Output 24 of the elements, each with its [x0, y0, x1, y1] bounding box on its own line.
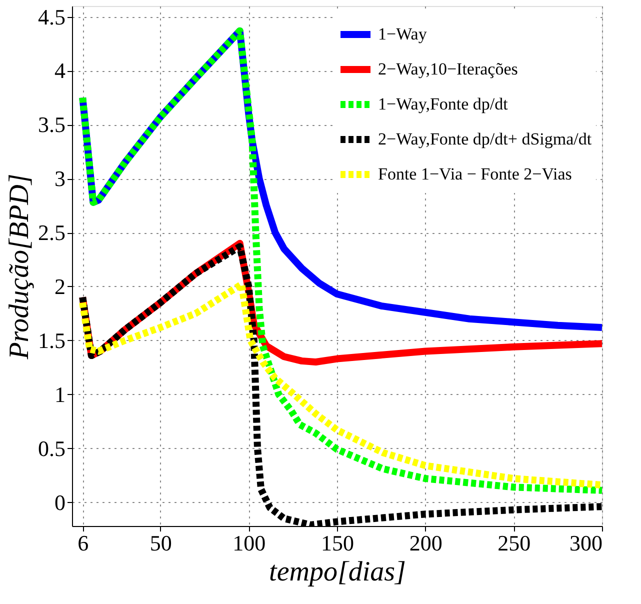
legend-label: 1−Way,Fonte dp/dt [378, 94, 508, 114]
x-tick-label: 200 [409, 530, 442, 556]
y-tick-label: 0 [54, 490, 66, 515]
x-tick-label: 300 [570, 530, 602, 556]
legend-label: Fonte 1−Via − Fonte 2−Vias [378, 164, 572, 184]
x-tick-label: 50 [150, 530, 172, 556]
y-tick-label: 4 [54, 58, 66, 84]
y-tick-label: 3.5 [38, 112, 66, 138]
x-tick-label: 6 [78, 530, 89, 556]
y-tick-label: 1.5 [38, 328, 66, 353]
y-tick-label: 4.5 [38, 4, 66, 30]
y-tick-label: 0.5 [38, 436, 66, 461]
x-tick-label: 250 [498, 530, 531, 556]
y-tick-label: 2 [54, 274, 66, 299]
y-tick-label: 1 [54, 382, 66, 407]
legend-label: 2−Way,10−Iterações [378, 60, 518, 78]
x-tick-label: 100 [232, 530, 266, 556]
legend-label: 1−Way [378, 24, 428, 44]
y-axis-title: Produção[BPD] [4, 174, 35, 360]
x-axis-title: tempo[dias] [269, 556, 406, 588]
y-tick-label: 3 [54, 166, 66, 192]
x-tick-label: 150 [321, 530, 354, 556]
y-tick-label: 2.5 [38, 220, 66, 246]
legend-label: 2−Way,Fonte dp/dt+ dSigma/dt [378, 130, 592, 148]
